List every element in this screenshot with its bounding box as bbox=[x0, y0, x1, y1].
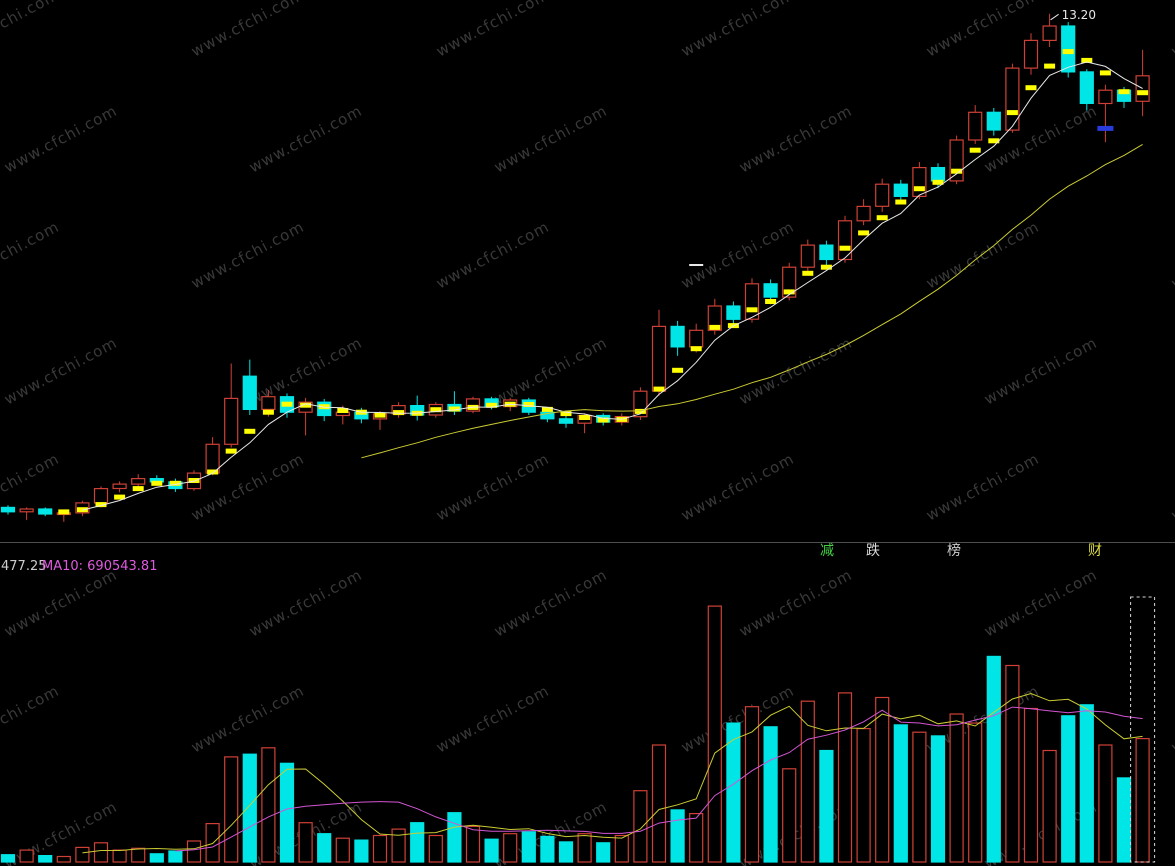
volume-chart[interactable] bbox=[0, 575, 1175, 866]
ma5-line bbox=[82, 61, 1143, 511]
selection-box bbox=[1130, 596, 1156, 863]
volume-ma5-line bbox=[82, 692, 1143, 854]
ticker-tab[interactable]: 减 bbox=[820, 543, 834, 559]
ticker-row: 减 跌 榜 财 bbox=[0, 543, 1175, 559]
indicator-value: 477.25 bbox=[1, 559, 47, 574]
price-chart[interactable]: 13.20 bbox=[0, 0, 1175, 545]
indicator-dash bbox=[689, 264, 704, 266]
indicator-dash bbox=[1097, 125, 1114, 131]
volume-bars-group bbox=[0, 605, 1150, 863]
ticker-tab[interactable]: 跌 bbox=[866, 543, 880, 559]
pane-divider bbox=[0, 542, 1175, 543]
cost-dash-group bbox=[58, 49, 1149, 515]
ticker-tab[interactable]: 榜 bbox=[947, 543, 961, 559]
price-high-label: 13.20 bbox=[1062, 8, 1096, 22]
high-tick bbox=[1050, 13, 1059, 21]
volume-ma10-line bbox=[175, 706, 1143, 852]
volume-ma10-label: MA10: 690543.81 bbox=[42, 559, 158, 574]
ticker-tab[interactable]: 财 bbox=[1088, 543, 1102, 559]
volume-indicator-row: 477.25 MA10: 690543.81 bbox=[0, 559, 1175, 575]
ma20-line bbox=[361, 143, 1143, 459]
candles-group bbox=[0, 13, 1150, 522]
